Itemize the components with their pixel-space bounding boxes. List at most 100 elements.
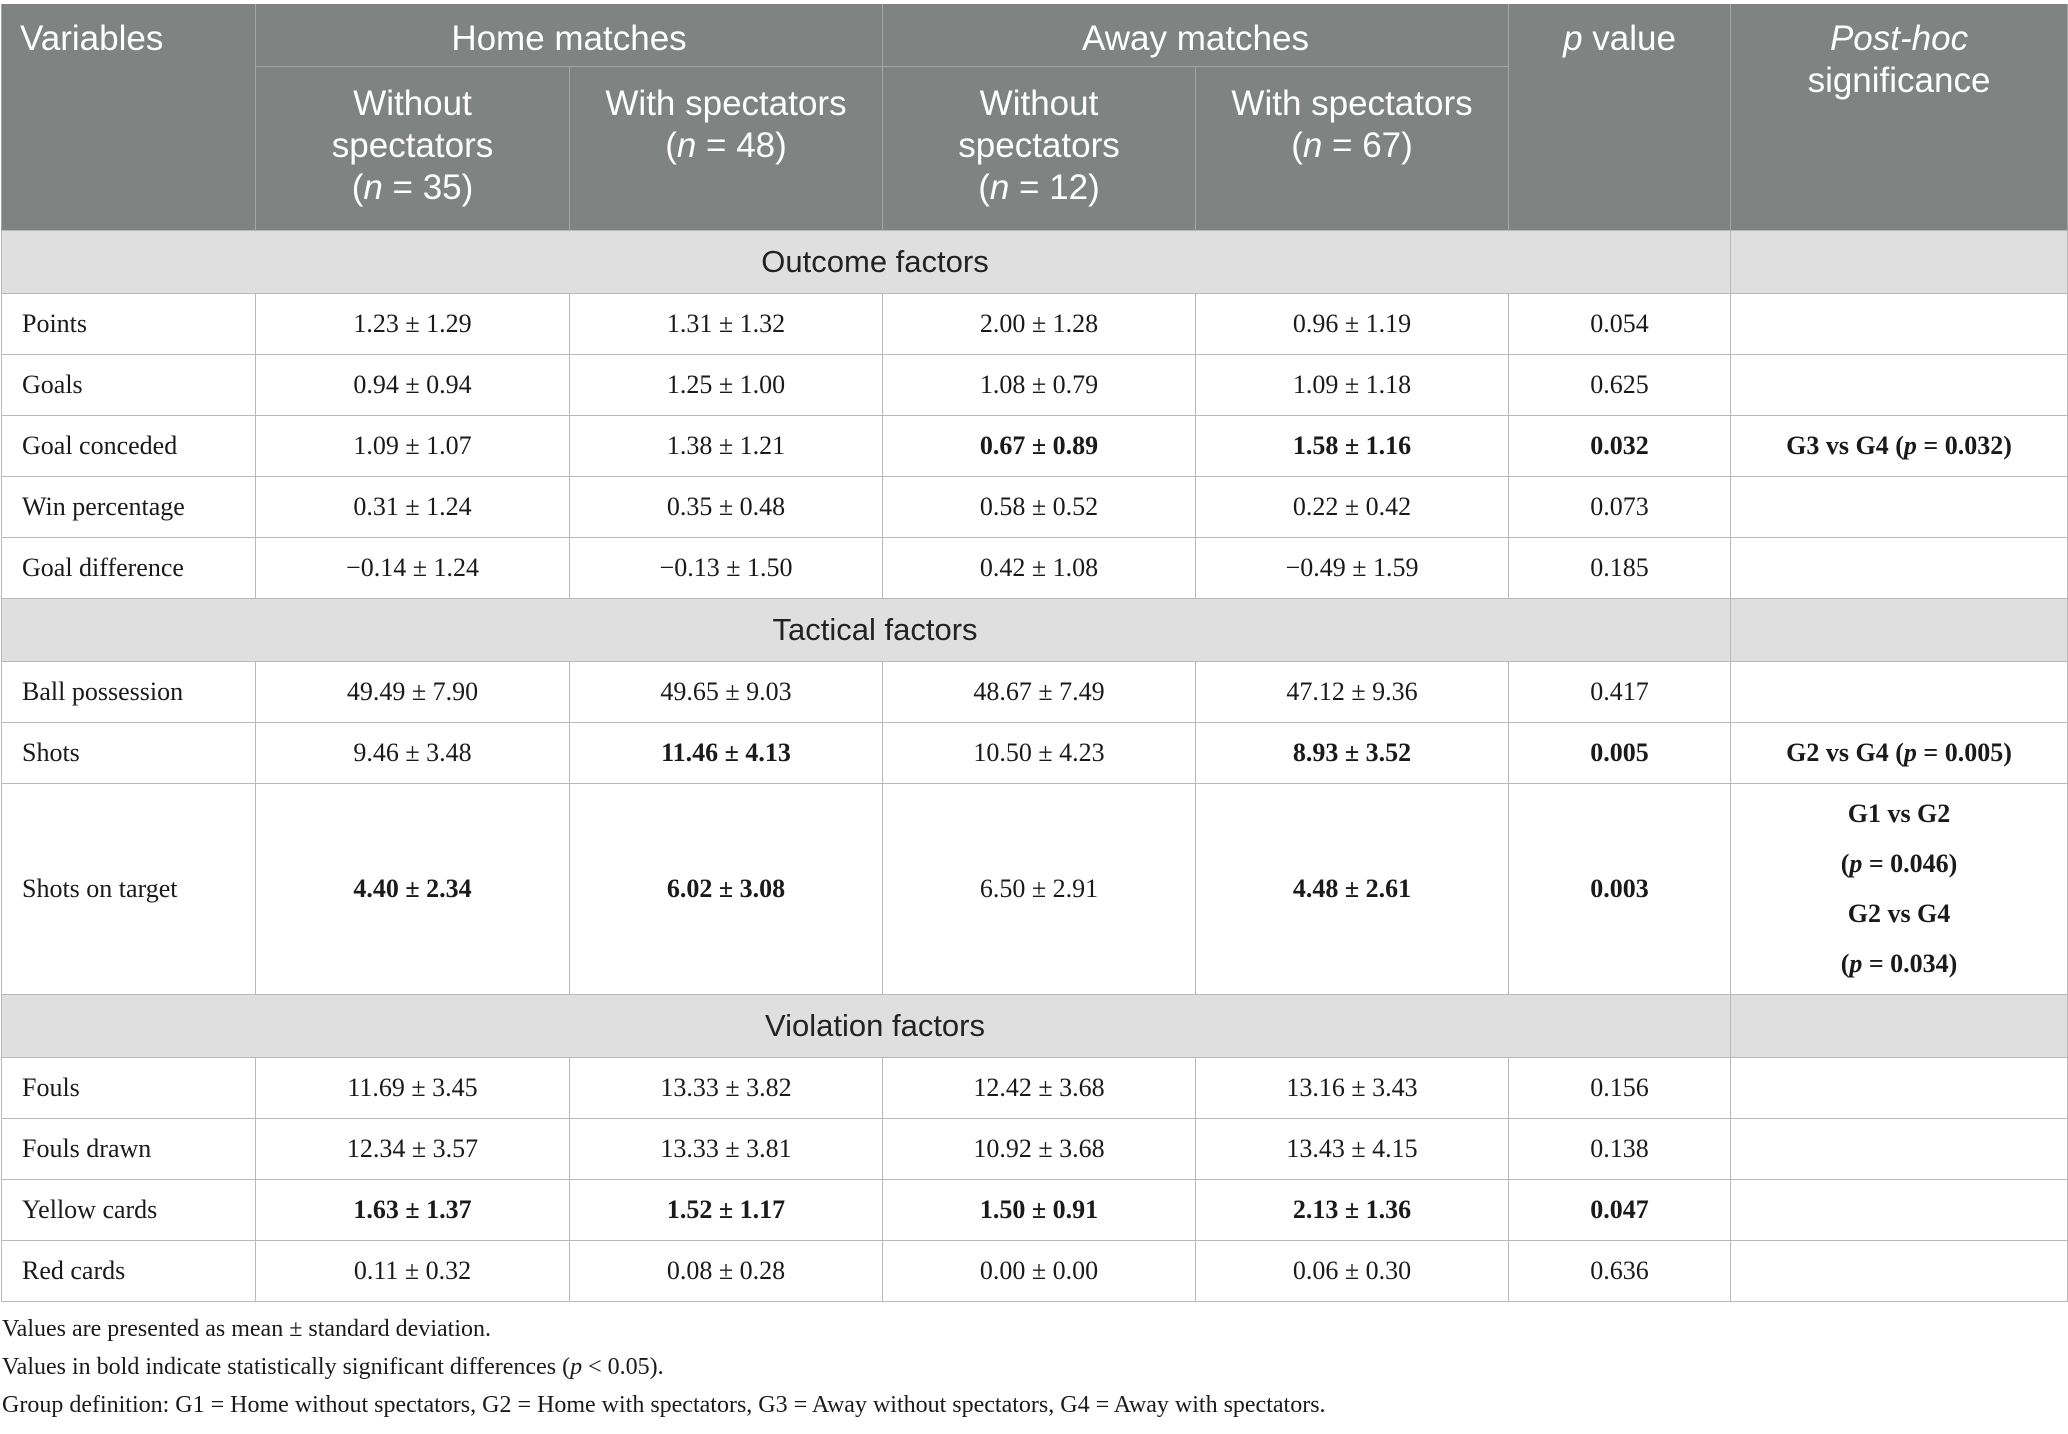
cell-g2: 13.33 ± 3.82 xyxy=(569,1057,883,1119)
cell-p-value: 0.047 xyxy=(1508,1179,1732,1241)
row-label: Shots xyxy=(1,722,256,784)
row-label: Red cards xyxy=(1,1240,256,1302)
cell-posthoc xyxy=(1730,661,2068,723)
subheader-2: With spectators (n = 48) xyxy=(569,66,883,231)
cell-g1: 0.31 ± 1.24 xyxy=(255,476,570,538)
table-row: Goal difference −0.14 ± 1.24 −0.13 ± 1.50 0… xyxy=(1,537,2068,599)
row-label: Goal difference xyxy=(1,537,256,599)
cell-g4: 1.09 ± 1.18 xyxy=(1194,354,1510,416)
cell-posthoc xyxy=(1730,1240,2068,1302)
cell-p-value: 0.073 xyxy=(1508,476,1732,538)
subheader-n-post: = 12) xyxy=(1009,168,1100,207)
cell-posthoc xyxy=(1730,293,2068,355)
cell-posthoc xyxy=(1730,476,2068,538)
subheader-line1: Without xyxy=(979,84,1099,123)
cell-g3: 0.58 ± 0.52 xyxy=(882,476,1196,538)
results-table: Variables Home matches Away matches p va… xyxy=(0,4,2068,1302)
cell-g1: 0.11 ± 0.32 xyxy=(255,1240,570,1302)
posthoc-text: G2 vs G4 xyxy=(1847,899,1951,928)
cell-p-value: 0.054 xyxy=(1508,293,1732,355)
cell-g4: 1.58 ± 1.16 xyxy=(1194,415,1510,477)
cell-g1: 49.49 ± 7.90 xyxy=(255,661,570,723)
cell-posthoc xyxy=(1730,1118,2068,1180)
cell-g1: −0.14 ± 1.24 xyxy=(255,537,570,599)
cell-g2: −0.13 ± 1.50 xyxy=(569,537,883,599)
cell-g2: 49.65 ± 9.03 xyxy=(569,661,883,723)
subheader-n-pre: ( xyxy=(351,168,364,207)
cell-g2: 0.08 ± 0.28 xyxy=(569,1240,883,1302)
row-label: Shots on target xyxy=(1,783,256,995)
table-row: Shots on target 4.40 ± 2.34 6.02 ± 3.08 6.5… xyxy=(1,783,2068,995)
subheader-n-post: = 35) xyxy=(382,168,474,207)
cell-g1: 11.69 ± 3.45 xyxy=(255,1057,570,1119)
cell-g3: 10.92 ± 3.68 xyxy=(882,1118,1196,1180)
cell-g3: 1.08 ± 0.79 xyxy=(882,354,1196,416)
cell-g4: 0.96 ± 1.19 xyxy=(1194,293,1510,355)
cell-g1: 9.46 ± 3.48 xyxy=(255,722,570,784)
note-line-3: Group definition: G1 = Home without spec… xyxy=(2,1392,1326,1418)
note-post: < 0.05). xyxy=(582,1354,664,1380)
posthoc-text-post: = 0.034) xyxy=(1862,949,1958,978)
posthoc-text-pre: G3 vs G4 ( xyxy=(1786,431,1904,460)
cell-p-value: 0.003 xyxy=(1508,783,1732,995)
posthoc-line: (p = 0.034) xyxy=(1735,939,2063,989)
posthoc-text-post: = 0.032) xyxy=(1916,431,2012,460)
cell-posthoc xyxy=(1730,354,2068,416)
section-row: Tactical factors xyxy=(0,598,2068,662)
row-label: Fouls xyxy=(1,1057,256,1119)
row-label: Fouls drawn xyxy=(1,1118,256,1180)
cell-g3: 1.50 ± 0.91 xyxy=(882,1179,1196,1241)
cell-g2: 1.25 ± 1.00 xyxy=(569,354,883,416)
posthoc-text-post: = 0.005) xyxy=(1916,738,2012,767)
table-row: Ball possession 49.49 ± 7.90 49.65 ± 9.03 4… xyxy=(1,661,2068,723)
posthoc-text-pre: G2 vs G4 ( xyxy=(1786,738,1904,767)
cell-posthoc: G3 vs G4 (p = 0.032) xyxy=(1730,415,2068,477)
table-body: Outcome factors Points 1.23 ± 1.29 1.31 ± 1… xyxy=(0,230,2068,1302)
section-blank xyxy=(1730,598,2068,662)
cell-p-value: 0.138 xyxy=(1508,1118,1732,1180)
row-label: Goal conceded xyxy=(1,415,256,477)
cell-g2: 6.02 ± 3.08 xyxy=(569,783,883,995)
cell-g4: 0.06 ± 0.30 xyxy=(1194,1240,1510,1302)
cell-p-value: 0.032 xyxy=(1508,415,1732,477)
subheader-n-var: n xyxy=(363,168,383,207)
cell-g2: 1.31 ± 1.32 xyxy=(569,293,883,355)
subheader-n-pre: ( xyxy=(978,168,990,207)
cell-g4: 13.16 ± 3.43 xyxy=(1194,1057,1510,1119)
table-row: Fouls 11.69 ± 3.45 13.33 ± 3.82 12.42 ± 3.6… xyxy=(1,1057,2068,1119)
subheader-line1: With spectators xyxy=(1231,84,1473,123)
subheader-line2: spectators xyxy=(958,126,1120,165)
header-home-matches: Home matches xyxy=(255,4,883,67)
row-label: Ball possession xyxy=(1,661,256,723)
cell-g4: 8.93 ± 3.52 xyxy=(1194,722,1510,784)
cell-g4: 0.22 ± 0.42 xyxy=(1194,476,1510,538)
cell-g4: −0.49 ± 1.59 xyxy=(1194,537,1510,599)
row-label: Goals xyxy=(1,354,256,416)
subheader-n-var: n xyxy=(676,126,697,165)
cell-g2: 1.38 ± 1.21 xyxy=(569,415,883,477)
posthoc-line: (p = 0.046) xyxy=(1735,839,2063,889)
cell-g2: 0.35 ± 0.48 xyxy=(569,476,883,538)
cell-g3: 0.67 ± 0.89 xyxy=(882,415,1196,477)
cell-p-value: 0.005 xyxy=(1508,722,1732,784)
posthoc-text: G1 vs G2 xyxy=(1847,799,1951,828)
cell-g3: 6.50 ± 2.91 xyxy=(882,783,1196,995)
cell-p-value: 0.636 xyxy=(1508,1240,1732,1302)
header-posthoc-rest: significance xyxy=(1807,61,1991,100)
subheader-line2: spectators xyxy=(331,126,494,165)
note-line-2: Values in bold indicate statistically si… xyxy=(2,1348,2068,1386)
section-title: Outcome factors xyxy=(0,230,1732,294)
posthoc-text-pre: ( xyxy=(1840,949,1850,978)
cell-posthoc xyxy=(1730,537,2068,599)
posthoc-line: G1 vs G2 xyxy=(1735,789,2063,839)
cell-g2: 11.46 ± 4.13 xyxy=(569,722,883,784)
cell-posthoc xyxy=(1730,1057,2068,1119)
section-row: Violation factors xyxy=(0,994,2068,1058)
header-p-rest: value xyxy=(1582,19,1676,58)
cell-posthoc: G2 vs G4 (p = 0.005) xyxy=(1730,722,2068,784)
cell-g1: 1.09 ± 1.07 xyxy=(255,415,570,477)
note-line-1: Values are presented as mean ± standard … xyxy=(2,1316,491,1342)
subheader-n-var: n xyxy=(1302,126,1323,165)
section-blank xyxy=(1730,230,2068,294)
